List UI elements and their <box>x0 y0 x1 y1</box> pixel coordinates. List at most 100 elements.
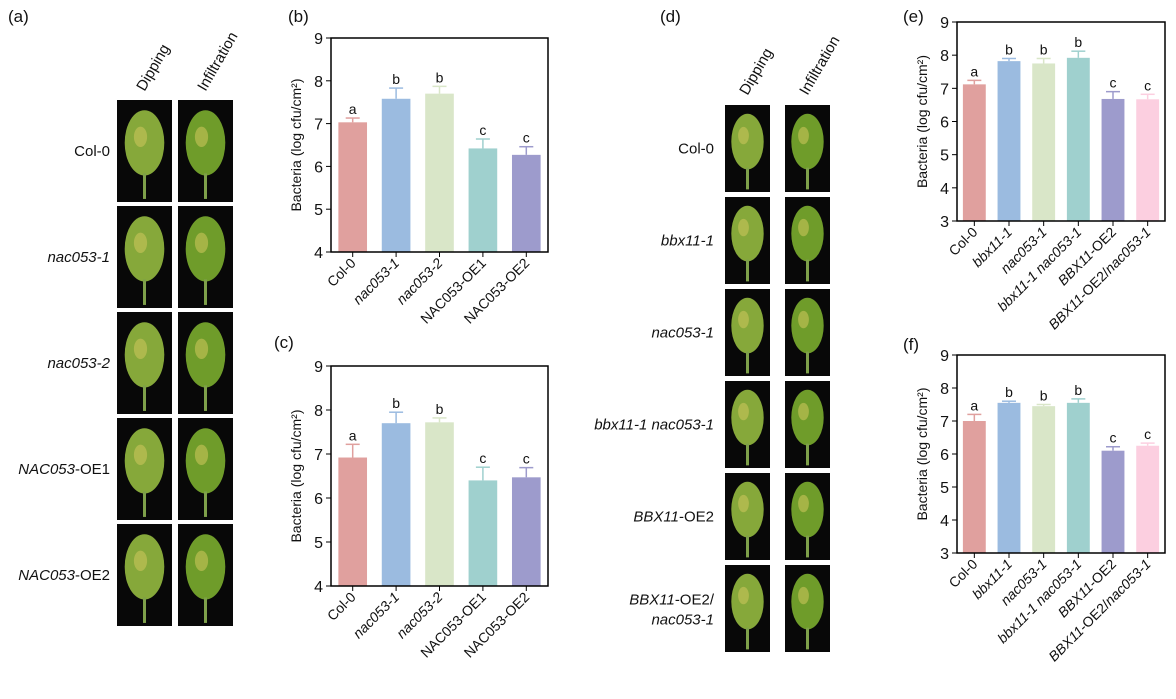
bar <box>511 477 541 586</box>
row-label: Col-0 <box>678 141 714 158</box>
significance-letter: c <box>1110 75 1117 91</box>
leaf-image <box>731 481 764 538</box>
row-label: Col-0 <box>74 143 110 160</box>
label-segment: -OE2 <box>679 509 714 526</box>
y-tick-label: 8 <box>940 381 949 398</box>
column-header: Infiltration <box>796 33 843 98</box>
y-tick-label: 7 <box>940 81 949 98</box>
leaf-lesion <box>738 310 749 329</box>
leaf-image <box>791 113 824 170</box>
label-segment: nac053-1 <box>651 325 714 342</box>
plot-frame <box>330 37 549 253</box>
label-segment: BBX11 <box>629 592 675 609</box>
label-segment: Col-0 <box>324 255 359 290</box>
y-axis-label: Bacteria (log cfu/cm²) <box>288 409 304 542</box>
significance-letter: c <box>1144 426 1151 442</box>
leaf-lesion <box>738 402 749 421</box>
significance-letter: c <box>523 130 530 146</box>
significance-letter: b <box>436 69 444 85</box>
x-tick-label: Col-0 <box>324 589 359 624</box>
leaf-petiole <box>806 167 809 190</box>
y-tick-label: 8 <box>314 403 323 420</box>
label-segment: bbx11-1 <box>661 233 714 250</box>
bar <box>997 402 1021 553</box>
significance-letter: c <box>479 450 486 466</box>
leaf-petiole <box>806 259 809 282</box>
label-segment: NAC053 <box>18 567 75 584</box>
bar <box>425 422 454 586</box>
label-segment: BBX11 <box>633 509 679 526</box>
leaf-petiole <box>204 385 207 411</box>
panel-label: (f) <box>903 335 919 354</box>
leaf-petiole <box>204 491 207 517</box>
bar <box>1101 450 1125 553</box>
leaf-lesion <box>798 494 809 513</box>
leaf-lesion <box>798 218 809 237</box>
bar <box>468 480 498 586</box>
row-label: NAC053-OE2 <box>18 567 110 584</box>
significance-letter: b <box>1005 41 1013 57</box>
label-segment: nac053-1 <box>651 612 714 629</box>
leaf-lesion <box>738 218 749 237</box>
row-label: nac053-1 <box>651 612 714 629</box>
bar <box>1032 406 1056 553</box>
panel-label: (b) <box>288 7 309 26</box>
label-segment: -OE1 <box>75 461 110 478</box>
y-tick-label: 9 <box>940 348 949 365</box>
y-tick-label: 6 <box>314 491 323 508</box>
column-header: Dipping <box>133 41 173 94</box>
label-segment: NAC053 <box>18 461 75 478</box>
leaf-lesion <box>133 444 148 466</box>
y-tick-label: 5 <box>314 202 323 219</box>
bar-chart-b: aCol-0bnac053-1bnac053-2cNAC053-OE1cNAC0… <box>288 31 549 327</box>
row-label: nac053-1 <box>651 325 714 342</box>
label-segment: nac053-1 <box>350 589 403 642</box>
y-tick-label: 5 <box>940 148 949 165</box>
leaf-lesion <box>133 126 148 148</box>
leaf-lesion <box>133 550 148 572</box>
leaf-lesion <box>738 494 749 513</box>
leaf-lesion <box>133 232 148 254</box>
significance-letter: c <box>1110 430 1117 446</box>
label-segment: -OE2 <box>75 567 110 584</box>
leaf-lesion <box>738 126 749 145</box>
leaf-petiole <box>746 535 749 558</box>
panel-label: (a) <box>8 7 29 26</box>
label-segment: nac053-1 <box>350 255 403 308</box>
significance-letter: b <box>1040 388 1048 404</box>
leaf-petiole <box>143 597 146 623</box>
leaf-petiole <box>806 443 809 466</box>
leaf-petiole <box>746 167 749 190</box>
leaf-image <box>731 297 764 354</box>
significance-letter: b <box>392 71 400 87</box>
y-tick-label: 3 <box>940 214 949 231</box>
panel-label: (d) <box>660 7 681 26</box>
leaf-image <box>731 573 764 630</box>
y-tick-label: 7 <box>314 447 323 464</box>
bar <box>338 457 368 586</box>
y-tick-label: 5 <box>940 480 949 497</box>
bar <box>1066 402 1090 553</box>
leaf-lesion <box>738 586 749 605</box>
significance-letter: c <box>479 122 486 138</box>
y-tick-label: 4 <box>314 579 323 596</box>
label-segment: bbx11-1 nac053-1 <box>594 417 714 434</box>
leaf-petiole <box>143 385 146 411</box>
y-tick-label: 7 <box>314 117 323 134</box>
column-header: Infiltration <box>194 29 241 94</box>
y-tick-label: 6 <box>940 447 949 464</box>
row-label: nac053-2 <box>47 355 110 372</box>
x-tick-label: nac053-1 <box>350 589 403 642</box>
label-segment: nac053-2 <box>47 355 110 372</box>
leaf-petiole <box>746 443 749 466</box>
bar <box>962 421 986 553</box>
row-label: BBX11-OE2 <box>633 509 714 526</box>
leaf-petiole <box>806 627 809 650</box>
row-label: BBX11-OE2/ <box>629 592 715 609</box>
leaf-petiole <box>746 627 749 650</box>
leaf-petiole <box>143 491 146 517</box>
y-axis-label: Bacteria (log cfu/cm²) <box>914 55 930 188</box>
y-tick-label: 4 <box>940 513 949 530</box>
